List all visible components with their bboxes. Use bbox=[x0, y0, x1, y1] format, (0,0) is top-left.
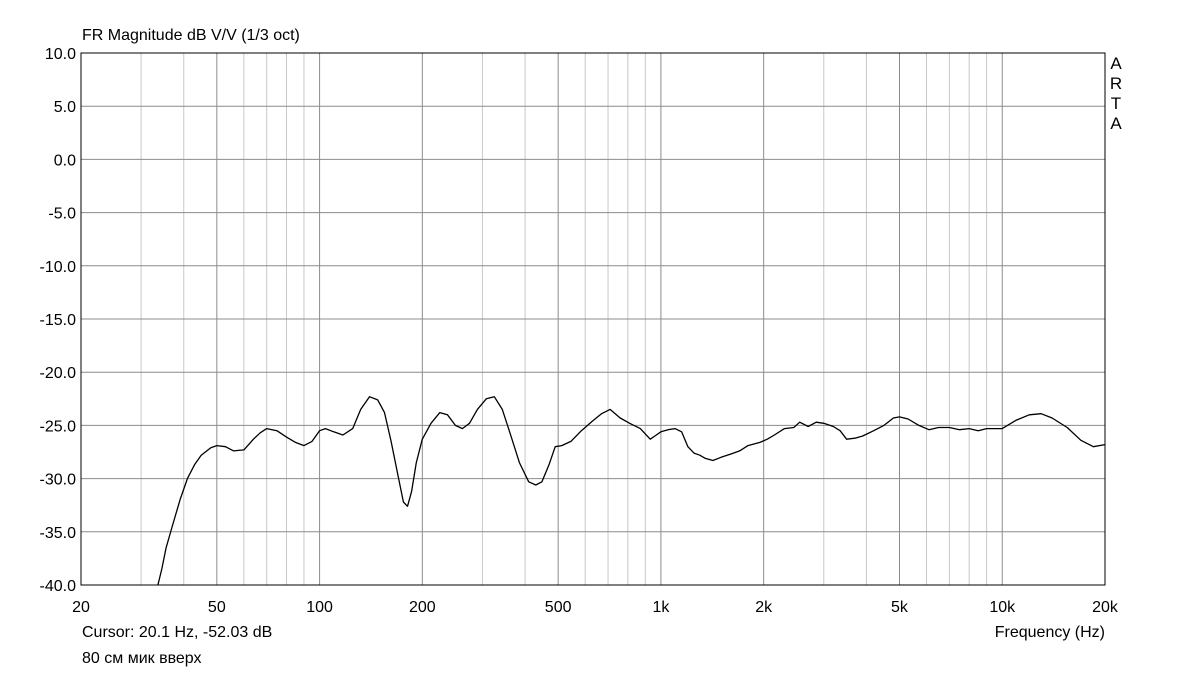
x-tick-label: 5k bbox=[891, 599, 909, 616]
x-tick-label: 100 bbox=[306, 599, 333, 616]
x-tick-label: 1k bbox=[652, 599, 670, 616]
arta-brand-label: ARTA bbox=[1109, 54, 1123, 133]
y-axis-tick-labels: 10.0 5.0 0.0 -5.0 -10.0 -15.0 -20.0 -25.0 -30.0 -… bbox=[40, 46, 77, 595]
y-tick-label: 10.0 bbox=[45, 46, 76, 63]
y-tick-label: -35.0 bbox=[40, 525, 77, 542]
y-tick-label: -20.0 bbox=[40, 365, 77, 382]
y-tick-label: -30.0 bbox=[40, 472, 77, 489]
x-tick-label: 200 bbox=[409, 599, 436, 616]
x-tick-label: 50 bbox=[208, 599, 226, 616]
y-tick-label: -15.0 bbox=[40, 312, 77, 329]
series-layer bbox=[157, 396, 1106, 586]
x-axis-label: Frequency (Hz) bbox=[994, 624, 1105, 641]
series-line bbox=[157, 396, 1106, 586]
y-tick-label: -10.0 bbox=[40, 259, 77, 276]
y-tick-label: 0.0 bbox=[54, 152, 76, 169]
y-tick-label: -5.0 bbox=[48, 206, 76, 223]
x-tick-label: 2k bbox=[755, 599, 773, 616]
cursor-readout: Cursor: 20.1 Hz, -52.03 dB bbox=[82, 624, 273, 641]
measurement-note: 80 см мик вверх bbox=[82, 650, 202, 667]
x-axis-tick-labels: 20 50 100 200 500 1k 2k 5k 10k 20k bbox=[72, 599, 1119, 616]
x-tick-label: 20 bbox=[72, 599, 90, 616]
major-grid bbox=[80, 52, 1106, 586]
y-tick-label: -25.0 bbox=[40, 418, 77, 435]
x-tick-label: 500 bbox=[545, 599, 572, 616]
y-tick-label: -40.0 bbox=[40, 578, 77, 595]
chart-title: FR Magnitude dB V/V (1/3 oct) bbox=[82, 27, 300, 44]
x-tick-label: 20k bbox=[1092, 599, 1119, 616]
x-tick-label: 10k bbox=[989, 599, 1016, 616]
y-tick-label: 5.0 bbox=[54, 99, 76, 116]
plot-frame bbox=[80, 52, 1106, 586]
